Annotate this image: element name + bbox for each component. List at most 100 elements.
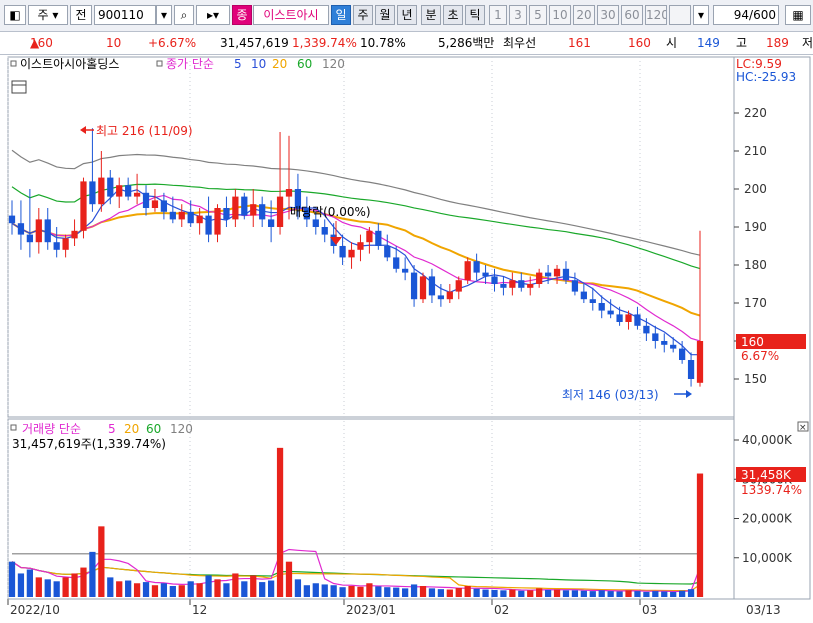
hc-label: HC:-25.93 xyxy=(736,70,796,84)
interval-30-button[interactable]: 30 xyxy=(597,5,619,25)
last-pct-tag: 6.67% xyxy=(741,349,779,363)
volume-bar xyxy=(410,584,418,597)
price-tick-label: 180 xyxy=(744,258,767,272)
candle-body xyxy=(473,261,480,273)
candle-body xyxy=(89,181,96,205)
candle-body xyxy=(214,208,221,235)
volume-bars xyxy=(8,447,704,597)
last-price-tag: 160 xyxy=(741,335,764,349)
period-minute-button[interactable]: 분 xyxy=(421,5,441,25)
candle-body xyxy=(98,177,105,205)
ma-legend-label: 종가 단순 xyxy=(166,57,214,71)
chart-tool-icon[interactable]: ◧ xyxy=(4,5,26,25)
calculator-icon[interactable] xyxy=(11,80,27,94)
volume-bar xyxy=(536,588,543,597)
stock-name[interactable]: 이스트아시 xyxy=(253,5,329,25)
interval-10-button[interactable]: 10 xyxy=(549,5,571,25)
interval-blank-button[interactable] xyxy=(669,5,691,25)
interval-120-button[interactable]: 120 xyxy=(645,5,667,25)
ma-legend-icon xyxy=(156,60,163,67)
volume-last-tag: 31,458K xyxy=(741,468,792,482)
interval-dropdown-icon[interactable]: ▾ xyxy=(693,5,709,25)
price-tick-label: 210 xyxy=(744,144,767,158)
stock-code-input[interactable]: 900110 xyxy=(94,5,156,25)
interval-60-button[interactable]: 60 xyxy=(621,5,643,25)
candle-body xyxy=(267,219,275,227)
quote-volume-pct: 1,339.74% xyxy=(292,36,357,50)
close-icon[interactable] xyxy=(797,421,809,432)
high-arrow-icon xyxy=(80,126,86,134)
candle-body xyxy=(187,211,194,224)
candle-body xyxy=(285,189,293,197)
candle-body xyxy=(437,295,445,300)
candle-body xyxy=(276,196,284,227)
x-tick-label: 12 xyxy=(192,603,207,617)
candle-body xyxy=(625,314,632,322)
code-dropdown-icon[interactable]: ▾ xyxy=(156,5,172,25)
interval-20-button[interactable]: 20 xyxy=(573,5,595,25)
ma-line-120 xyxy=(11,149,701,256)
stock-chart[interactable]: 150160170180190200210220 10,000K20,000K3… xyxy=(0,55,813,623)
price-tick-label: 200 xyxy=(744,182,767,196)
period-year-button[interactable]: 년 xyxy=(397,5,417,25)
volume-bar xyxy=(160,583,168,597)
data-count-field[interactable]: 94/600 xyxy=(713,5,779,25)
period-week-button[interactable]: 주 xyxy=(353,5,373,25)
candle-body xyxy=(643,325,650,334)
candle-body xyxy=(169,211,176,220)
x-tick-label: 03 xyxy=(642,603,657,617)
candle-body xyxy=(402,268,409,273)
stock-type-tag: 종 xyxy=(232,5,252,25)
candle-body xyxy=(80,181,87,231)
volume-bar xyxy=(303,585,310,597)
quote-bid: 161 xyxy=(568,36,591,50)
volume-bar xyxy=(518,590,525,597)
interval-1-button[interactable]: 1 xyxy=(489,5,507,25)
candle-body xyxy=(696,341,704,383)
candle-body xyxy=(312,219,319,227)
search-icon[interactable]: ⌕ xyxy=(174,5,194,25)
volume-tick-label: 10,000K xyxy=(742,551,793,565)
period-tick-button[interactable]: 틱 xyxy=(465,5,485,25)
low-annotation: 최저 146 (03/13) xyxy=(562,388,692,402)
high-note: 최고 216 (11/09) xyxy=(96,124,193,138)
volume-bar xyxy=(661,591,668,597)
volume-bar xyxy=(634,591,641,597)
interval-5-button[interactable]: 5 xyxy=(529,5,547,25)
ma-legend-5: 5 xyxy=(234,57,242,71)
volume-bar xyxy=(259,582,266,597)
candle-body xyxy=(53,242,60,250)
candle-body xyxy=(8,215,16,224)
quote-change: 10 xyxy=(106,36,122,50)
candle-body xyxy=(196,215,203,224)
quote-bid-label: 최우선 xyxy=(503,36,537,50)
candle-body xyxy=(428,276,436,296)
candle-body xyxy=(375,230,382,246)
volume-panel-title: 거래량 단순 xyxy=(22,422,81,436)
volume-bar xyxy=(464,586,471,597)
candle-body xyxy=(616,314,623,322)
close-icon-glyph[interactable]: × xyxy=(799,423,807,433)
interval-3-button[interactable]: 3 xyxy=(509,5,527,25)
grid-settings-icon[interactable]: ▦ xyxy=(785,5,811,25)
speaker-icon[interactable]: ▸▾ xyxy=(196,5,230,25)
volume-bar xyxy=(187,581,194,597)
volume-bar xyxy=(205,575,212,597)
candle-body xyxy=(303,208,310,220)
volume-bar xyxy=(562,590,570,597)
period-month-button[interactable]: 월 xyxy=(375,5,395,25)
candle-body xyxy=(687,360,695,379)
candle-body xyxy=(232,196,239,220)
last-price-tag-bg xyxy=(736,334,806,349)
candle-body xyxy=(348,249,355,258)
volume-bar xyxy=(223,583,230,597)
dividend-note: 배당락(0.00%) xyxy=(290,205,371,219)
period-day-button[interactable]: 일 xyxy=(331,5,351,25)
ma-legend-20: 20 xyxy=(272,57,287,71)
period-second-button[interactable]: 초 xyxy=(443,5,463,25)
ma-legend-10: 10 xyxy=(251,57,266,71)
compare-select[interactable]: 전 xyxy=(70,5,92,25)
period-select[interactable]: 주 ▾ xyxy=(28,5,68,25)
volume-bar xyxy=(616,591,623,597)
volume-bar xyxy=(276,447,284,597)
